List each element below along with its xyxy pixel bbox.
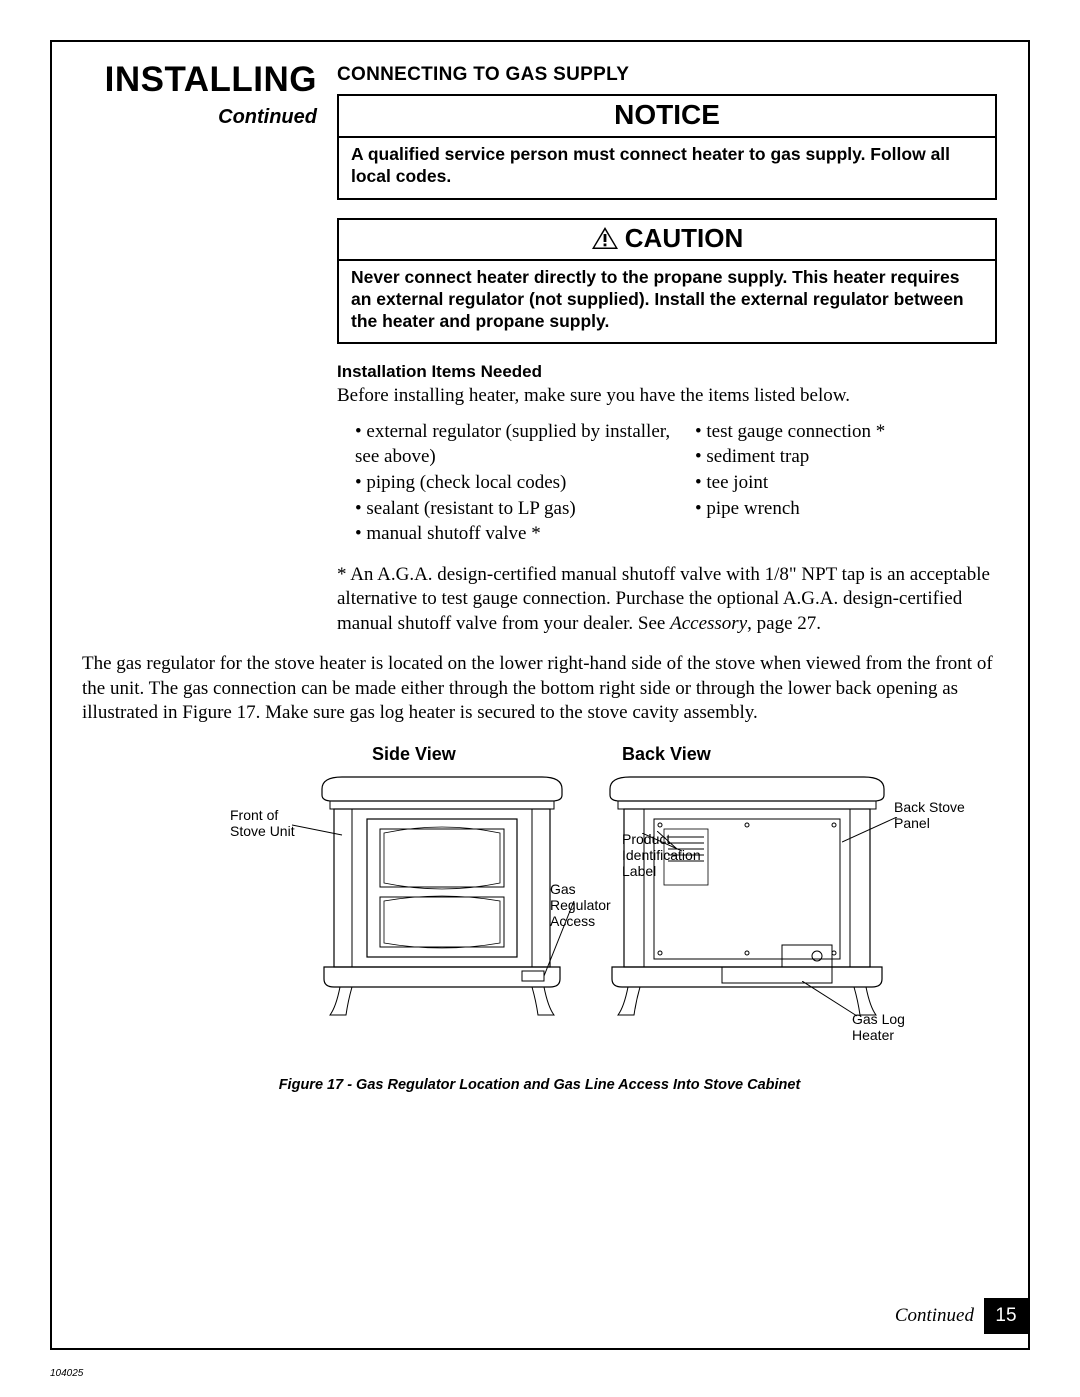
figure-drawings: Front ofStove Unit GasRegulatorAccess Pr…: [82, 771, 997, 1071]
document-id: 104025: [50, 1368, 83, 1379]
leader-line: [802, 981, 862, 1021]
list-item: sediment trap: [695, 444, 977, 470]
footnote-post: , page 27.: [747, 613, 821, 634]
footnote: * An A.G.A. design-certified manual shut…: [337, 563, 997, 636]
leader-line: [842, 817, 902, 847]
footnote-pre: * An A.G.A. design-certified manual shut…: [337, 564, 990, 634]
list-item: pipe wrench: [695, 496, 977, 522]
footnote-emphasis: Accessory: [670, 613, 747, 634]
page-frame: INSTALLING Continued CONNECTING TO GAS S…: [50, 40, 1030, 1350]
list-item: piping (check local codes): [355, 470, 677, 496]
figure-17: Side View Back View: [82, 744, 997, 1093]
items-needed-intro: Before installing heater, make sure you …: [337, 384, 997, 408]
items-col-b: test gauge connection * sediment trap te…: [677, 419, 977, 547]
section-title: INSTALLING: [82, 60, 317, 100]
list-item: manual shutoff valve *: [355, 521, 677, 547]
list-item: sealant (resistant to LP gas): [355, 496, 677, 522]
back-view-label: Back View: [622, 744, 711, 765]
notice-header: NOTICE: [339, 96, 995, 138]
regulator-paragraph-wrap: The gas regulator for the stove heater i…: [82, 652, 997, 726]
callout-gas-log-heater: Gas LogHeater: [852, 1011, 932, 1043]
warning-triangle-icon: [591, 226, 619, 250]
side-view-label: Side View: [372, 744, 592, 765]
view-labels: Side View Back View: [82, 744, 997, 765]
caution-header-text: CAUTION: [625, 223, 743, 254]
left-column: INSTALLING Continued: [82, 60, 317, 129]
footer-continued: Continued: [895, 1305, 974, 1327]
page-number: 15: [984, 1298, 1028, 1334]
notice-body: A qualified service person must connect …: [339, 138, 995, 198]
caution-box: CAUTION Never connect heater directly to…: [337, 218, 997, 345]
list-item: test gauge connection *: [695, 419, 977, 445]
leader-line: [292, 821, 352, 841]
caution-header: CAUTION: [339, 220, 995, 261]
items-col-a: external regulator (supplied by installe…: [337, 419, 677, 547]
side-view-drawing: [312, 771, 572, 1021]
manual-page: INSTALLING Continued CONNECTING TO GAS S…: [0, 0, 1080, 1397]
caution-body: Never connect heater directly to the pro…: [339, 261, 995, 343]
page-footer: Continued 15: [895, 1298, 1028, 1334]
leader-line: [544, 901, 584, 981]
leader-line: [657, 831, 687, 851]
subsection-heading: CONNECTING TO GAS SUPPLY: [337, 64, 997, 86]
continued-label: Continued: [82, 106, 317, 129]
list-item: tee joint: [695, 470, 977, 496]
items-needed-heading: Installation Items Needed: [337, 362, 997, 382]
main-column: CONNECTING TO GAS SUPPLY NOTICE A qualif…: [337, 64, 997, 1093]
items-needed-list: external regulator (supplied by installe…: [337, 419, 997, 547]
list-item: external regulator (supplied by installe…: [355, 419, 677, 470]
notice-box: NOTICE A qualified service person must c…: [337, 94, 997, 200]
figure-caption: Figure 17 - Gas Regulator Location and G…: [82, 1077, 997, 1093]
regulator-paragraph: The gas regulator for the stove heater i…: [82, 652, 997, 726]
callout-back-panel: Back StovePanel: [894, 799, 984, 831]
